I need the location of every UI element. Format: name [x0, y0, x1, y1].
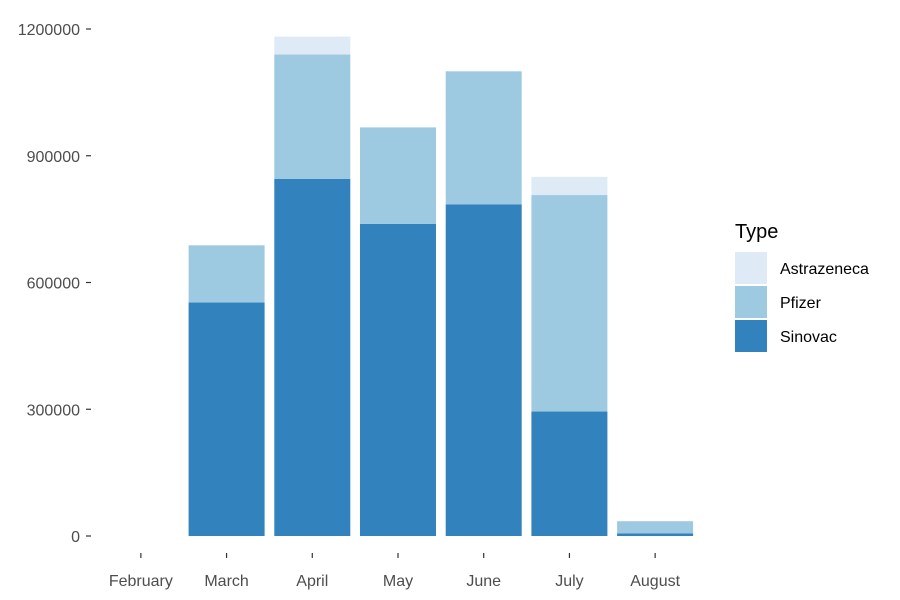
legend-swatch-astrazeneca	[735, 252, 767, 284]
x-tick-label: June	[466, 573, 501, 590]
x-tick-label: July	[555, 573, 583, 590]
x-tick-label: May	[383, 573, 413, 590]
bar-pfizer-may	[360, 127, 436, 224]
bar-sinovac-may	[360, 223, 436, 537]
legend-label-pfizer: Pfizer	[780, 295, 822, 312]
legend-swatch-pfizer	[735, 286, 767, 318]
legend-title: Type	[735, 221, 778, 243]
x-tick-label: March	[204, 573, 248, 590]
bar-astrazeneca-april	[274, 36, 351, 55]
bar-sinovac-july	[531, 411, 608, 536]
legend-swatch-sinovac	[735, 320, 767, 352]
y-axis: 0 300000 600000 900000 1200000	[18, 22, 91, 546]
y-tick-label: 900000	[27, 149, 80, 166]
bar-sinovac-april	[274, 179, 351, 536]
y-tick-label: 300000	[27, 402, 80, 419]
legend-label-astrazeneca: Astrazeneca	[780, 261, 869, 278]
legend-label-sinovac: Sinovac	[780, 329, 837, 346]
bar-pfizer-march	[188, 245, 265, 303]
bar-sinovac-march	[188, 302, 265, 536]
x-tick-label: August	[630, 573, 680, 590]
x-tick-label: April	[296, 573, 328, 590]
bars-layer	[188, 36, 694, 537]
y-tick-label: 600000	[27, 276, 80, 293]
legend: Type Astrazeneca Pfizer Sinovac	[735, 221, 869, 352]
bar-astrazeneca-july	[531, 176, 608, 196]
y-tick-label: 1200000	[18, 22, 80, 39]
bar-sinovac-august	[617, 533, 694, 536]
bar-pfizer-june	[445, 71, 522, 205]
x-tick-label: February	[109, 573, 173, 590]
bar-pfizer-august	[617, 521, 694, 534]
bar-sinovac-june	[445, 204, 522, 537]
x-axis: February March April May June July August	[109, 553, 681, 590]
y-tick-label: 0	[71, 529, 80, 546]
bar-pfizer-july	[531, 195, 608, 412]
bar-pfizer-april	[274, 54, 351, 179]
legend-items: Astrazeneca Pfizer Sinovac	[735, 252, 869, 352]
